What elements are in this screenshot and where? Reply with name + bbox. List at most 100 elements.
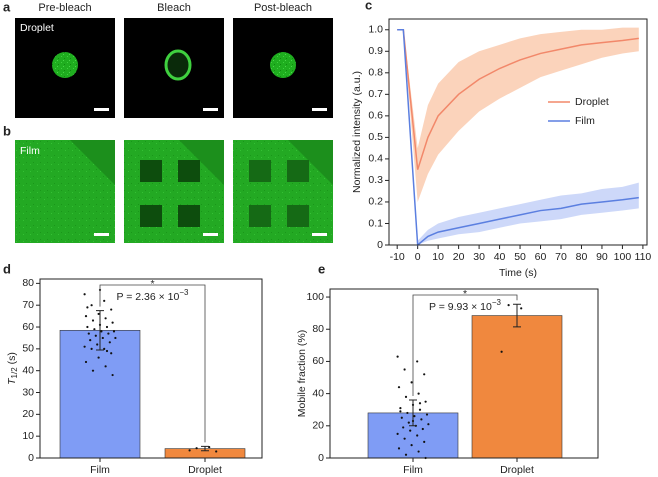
data-point bbox=[417, 392, 420, 395]
y-axis-label: Normalized intensity (a.u.) bbox=[351, 71, 363, 193]
data-point bbox=[404, 453, 408, 456]
data-point bbox=[396, 432, 399, 435]
data-point bbox=[94, 334, 97, 337]
data-point bbox=[107, 332, 110, 335]
p-value: P = 2.36 × 10−3 bbox=[117, 288, 190, 303]
data-point bbox=[417, 450, 420, 453]
data-point bbox=[423, 440, 426, 444]
data-point bbox=[416, 360, 419, 363]
data-point bbox=[111, 373, 114, 377]
data-point bbox=[97, 356, 100, 359]
data-point bbox=[424, 400, 427, 403]
data-point bbox=[397, 386, 401, 389]
row-label: Droplet bbox=[20, 22, 54, 34]
data-point bbox=[86, 306, 89, 309]
y-tick-label: 0 bbox=[318, 452, 324, 464]
y-tick-label: 70 bbox=[22, 299, 34, 311]
data-point bbox=[87, 332, 90, 335]
x-tick-label: 0 bbox=[415, 251, 421, 263]
p-value-text: P = 9.93 × 10 bbox=[429, 301, 492, 313]
data-point bbox=[423, 373, 426, 376]
data-point bbox=[420, 418, 423, 421]
bleach-spot bbox=[178, 160, 200, 182]
droplet bbox=[270, 52, 296, 78]
x-axis-label: Time (s) bbox=[499, 267, 537, 279]
data-point bbox=[427, 423, 430, 426]
data-point bbox=[403, 368, 406, 371]
y-label-symbol: Mobile fraction (%) bbox=[296, 330, 308, 418]
y-tick-label: 0 bbox=[377, 239, 383, 251]
y-tick-label: 60 bbox=[22, 321, 34, 333]
y-tick-label: 30 bbox=[22, 386, 34, 398]
bleach-spot bbox=[140, 160, 162, 182]
data-point bbox=[104, 317, 107, 320]
significance-star: * bbox=[463, 288, 467, 300]
data-point bbox=[110, 352, 113, 355]
panel-letter: c bbox=[365, 0, 372, 12]
bleach-spot bbox=[287, 160, 309, 182]
bleach-spot bbox=[178, 205, 200, 227]
y-tick-label: 0 bbox=[28, 452, 34, 464]
panel-letter: b bbox=[3, 123, 11, 138]
significance-bracket bbox=[99, 284, 206, 443]
column-header: Bleach bbox=[157, 2, 191, 14]
confidence-band bbox=[397, 27, 639, 202]
data-point bbox=[400, 416, 403, 419]
data-point bbox=[89, 339, 92, 342]
data-point bbox=[507, 303, 510, 307]
line bbox=[397, 29, 639, 170]
error-bar bbox=[409, 399, 417, 427]
y-tick-label: 0.6 bbox=[368, 110, 383, 122]
x-tick-label: 80 bbox=[576, 251, 588, 263]
x-tick-label: Film bbox=[403, 464, 423, 476]
x-tick-label: 100 bbox=[614, 251, 632, 263]
error-bar bbox=[201, 445, 209, 452]
y-tick-label: 0.4 bbox=[368, 153, 383, 165]
y-label-subscript: 1/2 bbox=[10, 367, 19, 379]
bleach-spot bbox=[249, 160, 271, 182]
x-tick-label: Droplet bbox=[188, 464, 222, 476]
panel-letter: d bbox=[3, 261, 11, 276]
data-point bbox=[425, 413, 429, 416]
data-point bbox=[409, 429, 412, 432]
x-tick-label: 20 bbox=[453, 251, 465, 263]
y-axis-label: Mobile fraction (%) bbox=[296, 330, 308, 418]
y-axis-label: T1/2 (s) bbox=[6, 352, 19, 385]
image-grid bbox=[15, 18, 333, 243]
data-point bbox=[93, 328, 96, 331]
x-tick-label: 60 bbox=[535, 251, 547, 263]
data-point bbox=[83, 345, 86, 348]
x-tick-label: 90 bbox=[596, 251, 608, 263]
panel-letter: a bbox=[3, 0, 11, 14]
y-label-unit: (s) bbox=[6, 352, 18, 367]
data-point bbox=[520, 307, 523, 310]
data-point bbox=[402, 426, 405, 429]
data-point bbox=[406, 411, 409, 415]
y-tick-label: 50 bbox=[22, 343, 34, 355]
p-value: P = 9.93 × 10−3 bbox=[429, 298, 502, 313]
data-point bbox=[399, 407, 402, 410]
x-tick-label: 30 bbox=[473, 251, 485, 263]
data-point bbox=[83, 293, 86, 296]
data-point bbox=[418, 408, 422, 411]
data-point bbox=[103, 299, 106, 302]
x-tick-label: 70 bbox=[555, 251, 567, 263]
bar bbox=[471, 315, 563, 459]
data-point bbox=[418, 402, 422, 405]
data-point bbox=[500, 350, 503, 353]
data-point bbox=[111, 321, 114, 324]
x-tick-label: 40 bbox=[494, 251, 506, 263]
data-point bbox=[96, 343, 99, 346]
data-point bbox=[215, 450, 218, 453]
y-tick-label: 60 bbox=[312, 355, 324, 367]
data-point bbox=[90, 304, 93, 307]
scale-bars bbox=[94, 108, 327, 236]
droplet bbox=[52, 52, 78, 78]
data-point bbox=[114, 336, 117, 340]
y-tick-label: 20 bbox=[312, 420, 324, 432]
data-point bbox=[97, 312, 100, 316]
droplet bbox=[164, 49, 192, 81]
legend-label: Film bbox=[575, 115, 595, 127]
y-tick-label: 40 bbox=[22, 364, 34, 376]
